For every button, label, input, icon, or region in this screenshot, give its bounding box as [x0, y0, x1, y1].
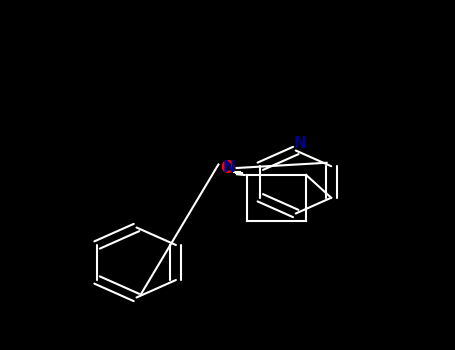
Text: O: O: [220, 159, 235, 177]
Text: N: N: [222, 161, 235, 175]
Text: N: N: [294, 136, 307, 151]
